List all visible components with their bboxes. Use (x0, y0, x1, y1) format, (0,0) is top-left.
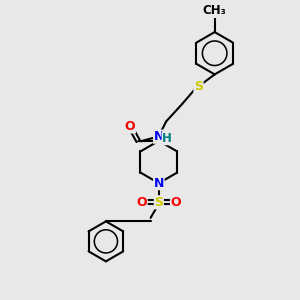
Text: S: S (194, 80, 203, 93)
Text: N: N (154, 177, 164, 190)
Text: S: S (154, 196, 163, 209)
Text: O: O (171, 196, 181, 209)
Text: H: H (162, 132, 172, 145)
Text: O: O (125, 120, 135, 133)
Text: O: O (136, 196, 147, 209)
Text: CH₃: CH₃ (203, 4, 226, 17)
Text: N: N (154, 130, 164, 143)
